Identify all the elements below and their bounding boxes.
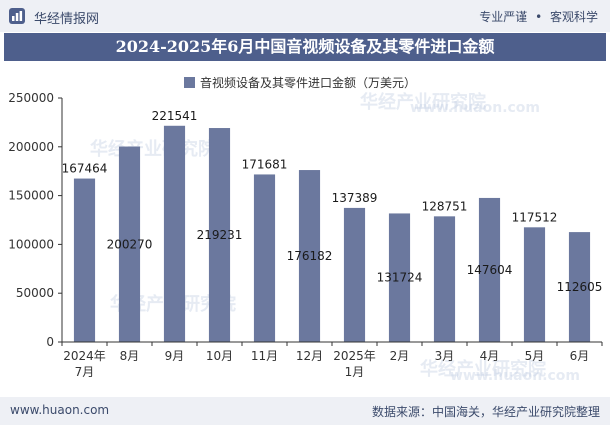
data-label: 219231 — [197, 228, 243, 242]
watermark-name-4: 华经产业研究院 — [420, 359, 546, 380]
bar — [73, 178, 96, 342]
legend-swatch — [184, 77, 195, 88]
bar — [163, 125, 186, 342]
website-link[interactable]: www.huaon.com — [10, 403, 110, 417]
x-tick-label: 9月 — [165, 349, 185, 363]
bar — [568, 232, 591, 342]
chart-title: 2024-2025年6月中国音视频设备及其零件进口金额 — [4, 33, 606, 61]
header-tags: 专业严谨 • 客观科学 — [475, 8, 598, 25]
y-tick-label: 200000 — [8, 140, 54, 154]
data-label: 176182 — [287, 249, 333, 263]
y-tick-label: 250000 — [8, 91, 54, 105]
watermark-url-2: www.huaon.com — [450, 368, 581, 384]
data-label: 131724 — [377, 271, 423, 285]
bar — [208, 128, 231, 342]
data-labels: 167464 200270 221541 219231 171681 176182 1373… — [62, 109, 603, 294]
data-label: 171681 — [242, 157, 288, 171]
data-label: 200270 — [107, 237, 153, 251]
bars — [73, 125, 591, 342]
x-tick-label: 12月 — [296, 349, 323, 363]
y-tick-label: 150000 — [8, 189, 54, 203]
header-bar: 华经情报网 专业严谨 • 客观科学 — [0, 0, 610, 32]
bar — [388, 213, 411, 342]
huajing-logo-icon — [9, 8, 25, 24]
data-label: 221541 — [152, 109, 198, 123]
bar-chart: 音视频设备及其零件进口金额（万美元） 0 50000 100000 150000 200… — [8, 75, 603, 379]
data-label: 147604 — [467, 263, 513, 277]
x-tick-label: 2025年 — [333, 349, 376, 363]
legend-label: 音视频设备及其零件进口金额（万美元） — [200, 75, 416, 90]
bar — [253, 174, 276, 342]
x-tick-label: 11月 — [251, 349, 278, 363]
x-tick-label: 4月 — [480, 349, 500, 363]
bar — [298, 170, 321, 342]
watermark-url-1: www.huaon.com — [410, 100, 541, 116]
data-label: 137389 — [332, 191, 378, 205]
x-tick-label: 10月 — [206, 349, 233, 363]
bar — [433, 216, 456, 342]
x-tick-label: 7月 — [75, 365, 95, 379]
brand-name: 华经情报网 — [34, 12, 100, 27]
x-tick-label: 2月 — [390, 349, 410, 363]
chart-legend: 音视频设备及其零件进口金额（万美元） — [184, 75, 416, 90]
data-label: 112605 — [557, 280, 603, 294]
bar — [343, 207, 366, 342]
data-label: 117512 — [512, 210, 558, 224]
data-source: 数据来源：中国海关，华经产业研究院整理 — [371, 405, 600, 419]
tag-separator: • — [535, 10, 543, 24]
y-tick-label: 50000 — [16, 286, 54, 300]
x-tick-label: 3月 — [435, 349, 455, 363]
tag-scientific: 客观科学 — [549, 10, 598, 24]
y-axis: 0 50000 100000 150000 200000 250000 — [8, 91, 63, 349]
x-tick-label: 2024年 — [63, 349, 106, 363]
data-label: 128751 — [422, 199, 468, 213]
footer-bar: www.huaon.com 数据来源：中国海关，华经产业研究院整理 — [0, 397, 610, 425]
x-tick-label: 8月 — [120, 349, 140, 363]
y-tick-label: 0 — [46, 335, 54, 349]
bar — [523, 227, 546, 342]
tag-professional: 专业严谨 — [479, 10, 528, 24]
x-tick-label: 1月 — [345, 365, 365, 379]
watermark-name-2: 华经产业研究院 — [360, 92, 486, 113]
bar — [478, 197, 501, 342]
x-tick-label: 5月 — [525, 349, 545, 363]
x-axis: 2024年 7月 8月 9月 10月 11月 12月 2025年 1月 2月 3月 4月 5月 6月 — [61, 341, 603, 379]
y-tick-label: 100000 — [8, 237, 54, 251]
data-label: 167464 — [62, 162, 108, 176]
x-tick-label: 6月 — [570, 349, 590, 363]
bar — [118, 146, 141, 342]
